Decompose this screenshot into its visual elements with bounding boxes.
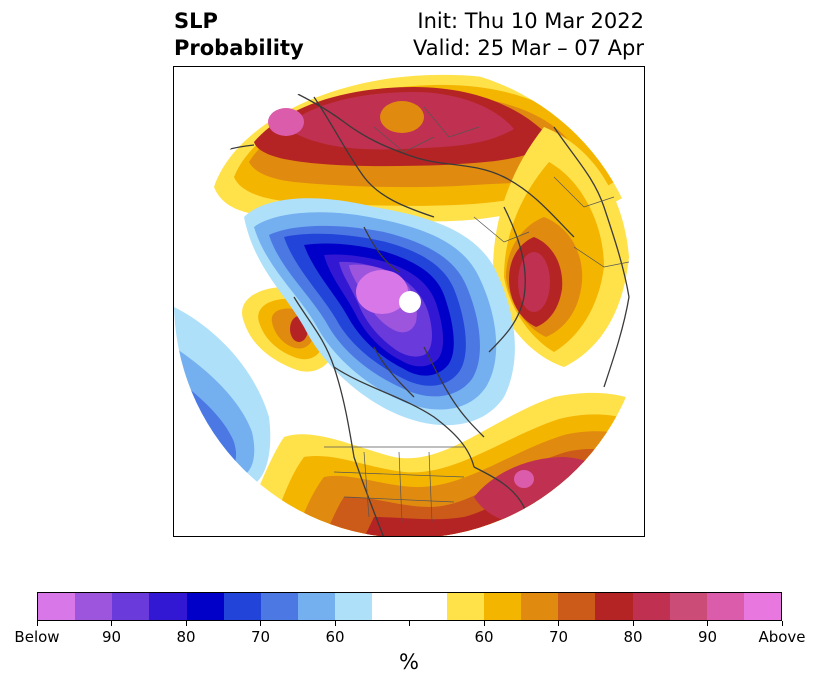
- colorbar-tick: [334, 621, 336, 626]
- colorbar-swatch: [521, 593, 559, 620]
- title-variable: SLP: [174, 9, 218, 33]
- colorbar-tick: [260, 621, 261, 626]
- colorbar-tick: [707, 621, 708, 626]
- colorbar-unit: %: [399, 650, 419, 674]
- colorbar-tick-label: 60: [325, 628, 345, 646]
- colorbar-tick-label: 90: [101, 628, 122, 646]
- colorbar: [37, 592, 782, 621]
- colorbar-swatch: [223, 593, 261, 620]
- colorbar-swatch: [372, 593, 410, 620]
- colorbar-swatch: [446, 593, 484, 620]
- map-dates: Init: Thu 10 Mar 2022 Valid: 25 Mar – 07…: [413, 8, 644, 62]
- coastlines: [193, 81, 630, 536]
- colorbar-swatch: [112, 593, 150, 620]
- colorbar-swatch: [298, 593, 336, 620]
- colorbar-tick: [111, 621, 112, 626]
- political-borders: [324, 106, 630, 523]
- colorbar-swatch: [75, 593, 113, 620]
- title-product: Probability: [174, 36, 304, 60]
- colorbar-swatch: [409, 593, 447, 620]
- colorbar-tick: [781, 621, 783, 626]
- colorbar-swatch: [706, 593, 744, 620]
- map-canvas: [174, 67, 644, 536]
- pole-hole: [399, 291, 421, 313]
- colorbar-swatch: [260, 593, 299, 620]
- colorbar-swatch: [335, 593, 373, 620]
- colorbar-tick-label: 70: [548, 628, 569, 646]
- probability-map: [173, 66, 645, 537]
- colorbar-tick: [185, 621, 187, 626]
- colorbar-tick-label: 90: [697, 628, 718, 646]
- colorbar-swatch: [483, 593, 522, 620]
- colorbar-tick-label: 80: [623, 628, 643, 646]
- colorbar-tick: [36, 621, 38, 626]
- init-date: Init: Thu 10 Mar 2022: [417, 9, 644, 33]
- colorbar-tick-label: Below: [14, 628, 60, 646]
- valid-range: Valid: 25 Mar – 07 Apr: [413, 36, 644, 60]
- colorbar-swatch: [743, 593, 782, 620]
- colorbar-tick: [632, 621, 634, 626]
- colorbar-swatch: [669, 593, 707, 620]
- map-title: SLP Probability: [174, 8, 304, 62]
- colorbar-tick-label: 70: [250, 628, 271, 646]
- colorbar-swatch: [595, 593, 633, 620]
- colorbar-tick: [483, 621, 485, 626]
- colorbar-swatch: [632, 593, 670, 620]
- colorbar-tick-label: 80: [176, 628, 196, 646]
- colorbar-swatch: [558, 593, 596, 620]
- colorbar-tick-label: 60: [474, 628, 494, 646]
- colorbar-tick-label: Above: [758, 628, 806, 646]
- colorbar-tick: [558, 621, 559, 626]
- colorbar-swatch: [149, 593, 187, 620]
- colorbar-swatch: [186, 593, 224, 620]
- colorbar-ticks: [36, 621, 783, 629]
- colorbar-swatch: [38, 593, 76, 620]
- colorbar-tick: [409, 621, 410, 626]
